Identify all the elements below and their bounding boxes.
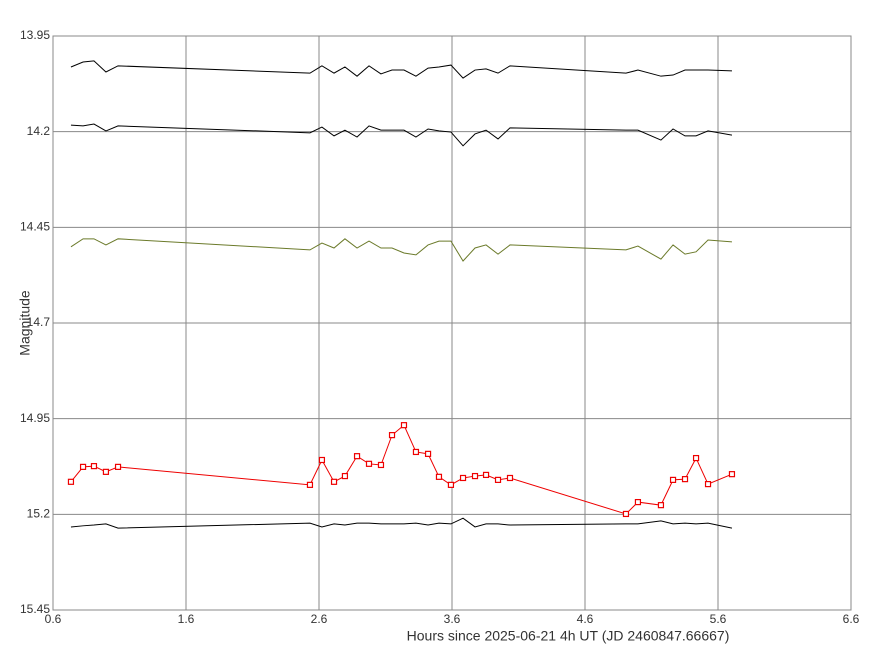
- data-point: [482, 471, 490, 479]
- data-point: [435, 473, 443, 480]
- x-tick-label: 4.6: [577, 612, 594, 626]
- x-tick-label: 2.6: [311, 612, 328, 626]
- data-point: [447, 481, 455, 488]
- y-tick-label: 14.95: [20, 411, 50, 425]
- series-line: [70, 238, 733, 262]
- x-axis-title: Hours since 2025-06-21 4h UT (JD 2460847…: [407, 628, 730, 644]
- x-tick-label: 1.6: [178, 612, 195, 626]
- y-tick-label: 14.45: [20, 220, 50, 234]
- data-point: [681, 476, 689, 483]
- data-point: [341, 472, 349, 480]
- data-point: [67, 478, 75, 485]
- data-point: [412, 448, 420, 456]
- data-point: [657, 502, 665, 509]
- data-point: [494, 476, 502, 483]
- x-tick-label: 3.6: [444, 612, 461, 626]
- series-line: [70, 60, 732, 79]
- data-point: [318, 456, 326, 464]
- data-point: [388, 432, 396, 439]
- y-tick-label: 13.95: [20, 28, 50, 42]
- data-point: [471, 472, 479, 480]
- data-point: [506, 474, 514, 482]
- data-point: [102, 468, 110, 475]
- series-line: [70, 517, 733, 529]
- data-point: [728, 471, 736, 478]
- data-point: [377, 461, 385, 469]
- series-line: [70, 424, 733, 515]
- data-point: [669, 476, 677, 483]
- data-point: [622, 510, 630, 518]
- data-point: [634, 498, 642, 506]
- data-point: [459, 474, 467, 482]
- series-line: [70, 123, 733, 147]
- data-point: [306, 481, 314, 488]
- y-tick-label: 15.2: [27, 507, 51, 521]
- data-point: [114, 463, 122, 470]
- data-point: [692, 454, 700, 462]
- y-tick-label: 15.45: [20, 602, 50, 616]
- x-tick-label: 6.6: [843, 612, 860, 626]
- data-point: [90, 463, 98, 470]
- data-point: [400, 422, 408, 429]
- x-tick-label: 0.6: [45, 612, 62, 626]
- data-point: [704, 481, 712, 488]
- data-point: [365, 460, 373, 467]
- data-point: [424, 450, 432, 457]
- data-point: [79, 463, 87, 470]
- y-tick-label: 14.2: [27, 124, 51, 138]
- data-point: [353, 453, 361, 460]
- y-axis-title: Magnitude: [17, 290, 33, 356]
- data-point: [330, 478, 338, 485]
- x-tick-label: 5.6: [710, 612, 727, 626]
- y-tick-label: 14.7: [27, 315, 51, 329]
- plot-frame: [52, 35, 852, 611]
